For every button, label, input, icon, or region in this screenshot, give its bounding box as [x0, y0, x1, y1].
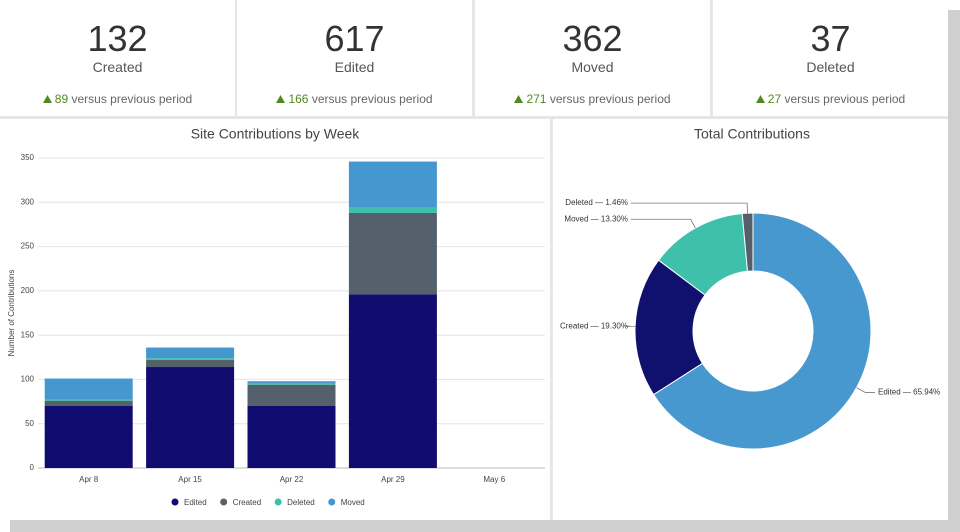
kpi-label: Deleted: [806, 59, 855, 75]
chart-title: Total Contributions: [694, 126, 810, 142]
bar-segment: [247, 381, 336, 383]
bar-segment: [247, 406, 336, 468]
kpi-change-text: versus previous period: [71, 92, 193, 106]
leader-line: [856, 387, 875, 393]
kpi-card: 362 Moved 271 versus previous period: [475, 0, 710, 116]
chart-title: Site Contributions by Week: [191, 126, 361, 142]
kpi-change-text: versus previous period: [549, 92, 671, 106]
x-tick-label: Apr 8: [79, 475, 99, 484]
kpi-change-text: versus previous period: [311, 92, 433, 106]
kpi-card: 617 Edited 166 versus previous period: [237, 0, 472, 116]
data-label: Deleted — 1.46%: [565, 198, 628, 207]
kpi-label: Moved: [571, 59, 614, 75]
legend-marker: [274, 498, 282, 506]
legend-marker: [171, 498, 179, 506]
kpi-label: Created: [92, 59, 143, 75]
legend-label: Deleted: [287, 498, 315, 507]
bar-segment: [44, 400, 133, 406]
up-arrow-icon: [514, 95, 524, 103]
kpi-value: 37: [810, 18, 851, 59]
data-label: Moved — 13.30%: [564, 214, 628, 223]
panel: [553, 119, 948, 520]
bar-segment: [146, 359, 235, 368]
bar-segment: [44, 399, 133, 401]
kpi-label: Edited: [334, 59, 375, 75]
kpi-change: 271 versus previous period: [475, 92, 710, 106]
bar-segment: [348, 212, 437, 295]
kpi-change: 166 versus previous period: [237, 92, 472, 106]
y-tick-label: 350: [21, 153, 35, 162]
bar-segment: [348, 207, 437, 213]
up-arrow-icon: [276, 95, 286, 103]
kpi-value: 362: [562, 18, 623, 59]
y-tick-label: 300: [21, 197, 35, 206]
up-arrow: [276, 95, 286, 103]
up-arrow-icon: [42, 95, 52, 103]
kpi-change-value: 166: [288, 92, 309, 106]
kpi-value: 132: [87, 18, 148, 59]
y-tick-label: 150: [21, 330, 35, 339]
kpi-change-value: 27: [767, 92, 782, 106]
y-tick-label: 50: [25, 419, 34, 428]
up-arrow-icon: [755, 95, 765, 103]
y-tick-label: 250: [21, 242, 35, 251]
bar-segment: [146, 347, 235, 359]
legend-label: Created: [233, 498, 261, 507]
kpi-change-text: versus previous period: [784, 92, 906, 106]
bar-segment: [348, 294, 437, 468]
kpi-change: 27 versus previous period: [713, 92, 948, 106]
y-axis-title: Number of Contributions: [7, 270, 16, 357]
bar-segment: [348, 161, 437, 208]
kpi-change-value: 89: [54, 92, 69, 106]
x-tick-label: Apr 22: [280, 475, 304, 484]
y-tick-label: 100: [21, 375, 35, 384]
kpi-card: 132 Created 89 versus previous period: [0, 0, 235, 116]
leader-line: [631, 218, 696, 229]
y-tick-label: 0: [30, 463, 35, 472]
donut-slice: [652, 212, 872, 450]
x-tick-label: May 6: [483, 475, 505, 484]
kpi-card: 37 Deleted 27 versus previous period: [713, 0, 948, 116]
kpi-change: 89 versus previous period: [0, 92, 235, 106]
legend-label: Edited: [184, 498, 207, 507]
bar-segment: [146, 358, 235, 360]
legend-marker: [328, 498, 336, 506]
bar-segment: [146, 367, 235, 468]
bar-segment: [247, 384, 336, 406]
data-label: Created — 19.30%: [560, 321, 628, 330]
x-tick-label: Apr 29: [381, 475, 405, 484]
kpi-value: 617: [324, 18, 385, 59]
charts: Site Contributions by Week Number of Cont…: [0, 119, 948, 520]
donut-slice: [741, 212, 754, 272]
legend-label: Moved: [341, 498, 365, 507]
leader-line: [631, 202, 748, 214]
up-arrow: [514, 95, 524, 103]
up-arrow: [755, 95, 765, 103]
bar-segment: [247, 382, 336, 385]
legend-marker: [220, 498, 228, 506]
up-arrow: [42, 95, 52, 103]
y-tick-label: 200: [21, 286, 35, 295]
data-label: Edited — 65.94%: [878, 388, 940, 397]
bar-segment: [44, 406, 133, 468]
bar-segment: [44, 378, 133, 400]
x-tick-label: Apr 15: [178, 475, 202, 484]
kpi-change-value: 271: [526, 92, 547, 106]
